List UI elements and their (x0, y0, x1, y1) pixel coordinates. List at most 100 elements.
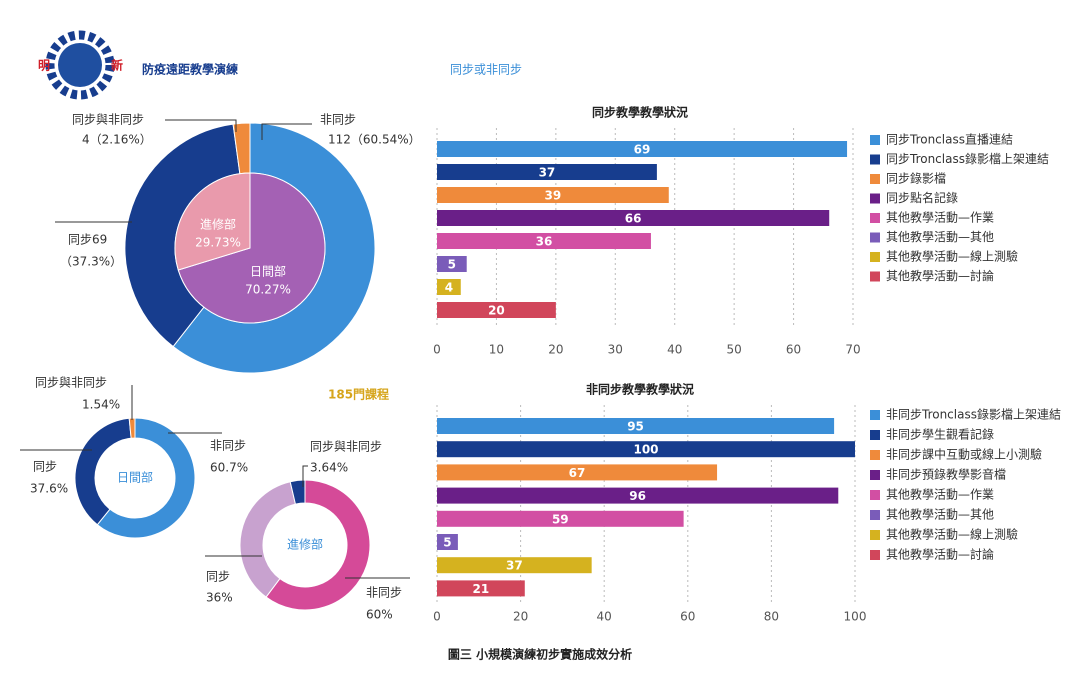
bar-value-label: 5 (448, 258, 456, 272)
x-tick-label: 40 (667, 343, 682, 357)
legend-swatch (870, 470, 880, 480)
value-label: 70.27% (245, 283, 291, 297)
value-label: 1.54% (82, 398, 120, 412)
bar (437, 256, 467, 272)
slice-label: 進修部 (200, 217, 236, 232)
x-tick-label: 50 (727, 343, 742, 357)
legend-swatch (870, 450, 880, 460)
leader-line (165, 119, 237, 132)
legend-swatch (870, 510, 880, 520)
slice-label: 同步 (33, 460, 57, 474)
bar (437, 487, 839, 504)
legend-label: 非同步學生觀看記錄 (886, 427, 994, 442)
slice-label: 同步69 (68, 233, 107, 247)
legend-label: 其他教學活動—討論 (886, 547, 994, 562)
legend-swatch (870, 271, 880, 282)
slice (289, 479, 306, 505)
value-label: 37.6% (30, 482, 68, 496)
legend-swatch (870, 410, 880, 420)
slice-label: 同步與非同步 (310, 440, 382, 454)
bar (437, 210, 830, 226)
bar-value-label: 37 (506, 559, 523, 573)
value-label: 60% (366, 608, 393, 622)
legend-label: 同步Tronclass直播連結 (886, 133, 1013, 147)
bar (437, 557, 592, 574)
legend-swatch (870, 550, 880, 560)
x-tick-label: 60 (680, 610, 695, 624)
value-label: 60.7% (210, 461, 248, 475)
legend-label: 非同步課中互動或線上小測驗 (886, 447, 1042, 462)
slice (96, 417, 196, 539)
bar (437, 418, 835, 434)
legend-swatch (870, 213, 880, 223)
legend-swatch (870, 530, 880, 540)
slice-label: 同步與非同步 (72, 113, 144, 127)
bar (437, 464, 718, 481)
center-label: 日間部 (117, 470, 153, 485)
legend-label: 其他教學活動—線上測驗 (886, 249, 1018, 264)
x-tick-label: 20 (513, 610, 528, 624)
chart-title: 非同步教學教學狀況 (586, 382, 694, 397)
x-tick-label: 80 (764, 610, 779, 624)
legend-swatch (870, 135, 880, 145)
legend-label: 其他教學活動—線上測驗 (886, 527, 1018, 542)
x-tick-label: 40 (597, 610, 612, 624)
slice (174, 172, 251, 271)
x-tick-label: 0 (433, 343, 441, 357)
center-label: 進修部 (287, 537, 323, 552)
bar-value-label: 100 (633, 443, 658, 457)
bar-value-label: 36 (536, 235, 553, 249)
bar-value-label: 39 (545, 189, 562, 203)
slice-label: 非同步 (210, 439, 246, 453)
bar (437, 164, 657, 180)
bar-value-label: 20 (488, 304, 505, 318)
legend-swatch (870, 154, 880, 165)
bar-value-label: 69 (634, 143, 651, 157)
value-label: 112（60.54%） (328, 133, 421, 147)
bar-value-label: 4 (445, 281, 453, 295)
slice-label: 同步 (206, 570, 230, 584)
slice (177, 172, 326, 324)
legend-swatch (870, 232, 880, 243)
x-tick-label: 30 (608, 343, 623, 357)
x-tick-label: 70 (845, 343, 860, 357)
leader-line (302, 465, 308, 487)
legend-swatch (870, 430, 880, 440)
bar-value-label: 5 (443, 536, 451, 550)
chart-title: 同步教學教學狀況 (592, 105, 688, 120)
logo-right: 新 (111, 58, 123, 73)
legend-label: 同步點名記錄 (886, 190, 958, 205)
legend-label: 同步錄影檔 (886, 171, 946, 186)
slice (265, 479, 371, 611)
bar-value-label: 37 (539, 166, 556, 180)
legend-label: 非同步預錄教學影音檔 (886, 467, 1006, 482)
legend-label: 其他教學活動—作業 (886, 487, 994, 502)
x-tick-label: 60 (786, 343, 801, 357)
bar-value-label: 66 (625, 212, 642, 226)
legend-label: 其他教學活動—作業 (886, 210, 994, 225)
bar (437, 279, 461, 295)
slice-label: 日間部 (250, 264, 286, 279)
logo-left: 明 (38, 59, 50, 73)
bar (437, 534, 458, 550)
bar (437, 302, 556, 318)
legend-swatch (870, 252, 880, 262)
course-count: 185門課程 (328, 387, 389, 402)
bar (437, 510, 684, 527)
legend-label: 同步Tronclass錄影檔上架連結 (886, 151, 1049, 166)
x-tick-label: 10 (489, 343, 504, 357)
bar-value-label: 95 (627, 420, 644, 434)
bar (437, 187, 669, 203)
bar-value-label: 96 (629, 489, 646, 503)
value-label: 29.73% (195, 236, 241, 250)
bar (437, 233, 651, 249)
bar-value-label: 59 (552, 512, 569, 526)
x-tick-label: 20 (548, 343, 563, 357)
title: 防疫遠距教學演練 (142, 62, 238, 77)
bar (437, 441, 855, 458)
value-label: （37.3%） (60, 255, 122, 269)
bar-value-label: 21 (473, 582, 490, 596)
value-label: 36% (206, 591, 233, 605)
bar (437, 580, 525, 597)
